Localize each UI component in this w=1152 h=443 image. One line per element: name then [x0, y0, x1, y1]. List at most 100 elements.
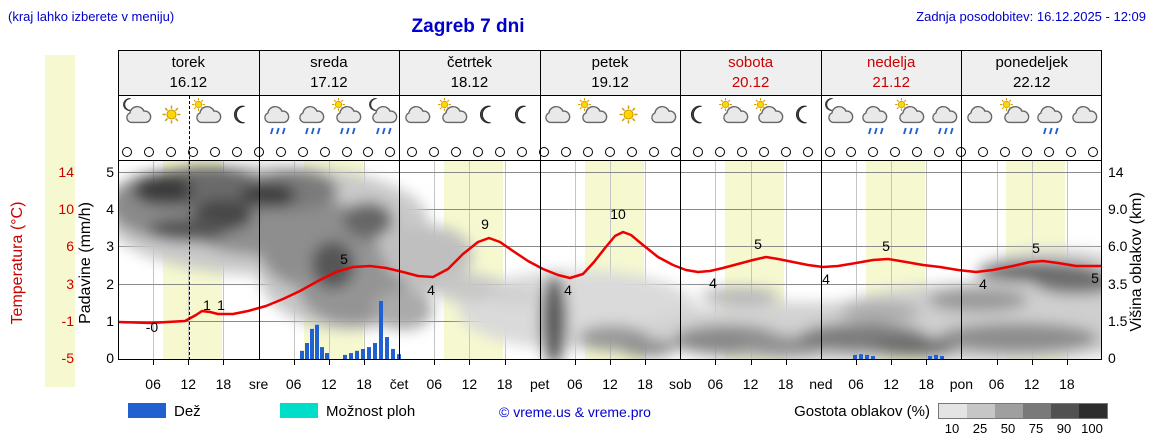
day-name: sreda	[310, 54, 348, 71]
axis-tick	[293, 360, 295, 365]
rain-bar	[853, 354, 857, 359]
cloud-cover-symbol	[868, 147, 879, 157]
temperature-line	[118, 230, 1102, 325]
axis-tick	[328, 360, 330, 365]
cloud-density-scale-number: 90	[1056, 421, 1072, 436]
cloud-cover-symbol	[275, 147, 286, 157]
rain-bar	[385, 337, 389, 359]
temperature-value-label: 5	[754, 236, 762, 252]
cloud-cover-symbol	[341, 147, 352, 157]
day-date: 17.12	[310, 74, 348, 91]
cloud-height-tick-label: 6.0	[1108, 238, 1128, 255]
day-header-cell: petek 19.12	[540, 50, 681, 95]
rain-legend-swatch	[128, 403, 166, 418]
time-axis-label: 06	[426, 376, 443, 392]
cloud-cover-symbol	[802, 147, 813, 157]
cloud-cover-symbol	[890, 147, 901, 157]
rain-legend-label: Dež	[174, 403, 201, 420]
cloud-cover-symbol	[319, 147, 330, 157]
cloud-density-scale-number: 10	[944, 421, 960, 436]
cloud-density-scale-cell	[1023, 404, 1051, 418]
axis-tick	[750, 360, 752, 365]
temperature-value-labels: -0 1 1 5 4 9 4 10 4 5 4 5 4 5 5	[118, 160, 1102, 360]
precipitation-tick-label: 4	[106, 201, 114, 218]
day-date: 19.12	[591, 74, 629, 91]
rain-bar	[315, 324, 319, 359]
day-boundary-line	[258, 50, 260, 360]
cloud-cover-symbol	[956, 147, 967, 157]
axis-tick	[645, 360, 647, 365]
cloud-density-scale-number: 100	[1081, 421, 1103, 436]
cloud-density-field	[118, 165, 1102, 360]
day-header-cell: nedelja 21.12	[821, 50, 962, 95]
time-axis-label: 18	[777, 376, 794, 392]
cloud-cover-symbol	[165, 147, 176, 157]
showers-legend-swatch	[280, 403, 318, 418]
rain-bar	[355, 350, 359, 359]
rain-bar	[305, 343, 309, 359]
day-date: 18.12	[450, 74, 489, 91]
temperature-tick-label: 14	[58, 164, 74, 180]
day-name: nedelja	[866, 54, 916, 71]
page-title: Zagreb 7 dni	[411, 16, 525, 37]
current-time-line	[189, 96, 190, 360]
axis-tick	[1031, 360, 1033, 365]
cloud-cover-symbol	[824, 147, 835, 157]
cloud-cover-symbol	[539, 147, 550, 157]
temperature-value-label: 5	[340, 251, 348, 267]
cloud-cover-symbol	[1065, 147, 1076, 157]
menu-hint-text: (kraj lahko izberete v meniju)	[8, 9, 175, 24]
cloud-cover-symbol	[187, 147, 198, 157]
temperature-value-label: 5	[882, 238, 890, 254]
time-axis-label: 12	[883, 376, 899, 392]
time-axis-label: 18	[637, 376, 653, 392]
day-name: petek	[591, 54, 629, 71]
cloud-height-tick-label: 1.5	[1108, 312, 1128, 329]
value-gridline	[118, 246, 1102, 248]
cloud-cover-symbol	[495, 147, 506, 157]
cloud-height-axis-ticks: 14 9.0 6.0 3.5 1.5 0	[1106, 160, 1150, 366]
cloud-cover-symbol	[517, 147, 528, 157]
cloud-cover-symbol	[209, 147, 220, 157]
axis-tick	[469, 360, 471, 365]
time-axis-label: pon	[949, 376, 974, 392]
meteogram-plot: -0 1 1 5 4 9 4 10 4 5 4 5 4 5 5	[118, 160, 1102, 360]
temperature-tick-label: 6	[66, 238, 74, 255]
axis-tick	[856, 360, 857, 365]
day-date: 21.12	[872, 74, 910, 91]
time-axis-label: 18	[215, 376, 232, 392]
day-date: 22.12	[1012, 74, 1051, 91]
showers-legend-label: Možnost ploh	[326, 403, 416, 420]
cloud-cover-symbol	[934, 147, 945, 157]
rain-bar	[320, 347, 324, 359]
cloud-density-scale-cell	[995, 404, 1023, 418]
copyright-link[interactable]: © vreme.us & vreme.pro	[499, 404, 651, 420]
day-name: ponedeljek	[995, 54, 1069, 71]
temperature-value-label: 1	[217, 297, 225, 313]
cloud-density-legend-label: Gostota oblakov (%)	[794, 403, 930, 420]
rain-bar	[865, 354, 869, 359]
axis-tick	[504, 360, 506, 365]
time-axis-label: 06	[285, 376, 302, 392]
time-axis-label: 18	[918, 376, 935, 392]
rain-bar	[934, 354, 938, 359]
cloud-cover-symbol	[429, 147, 440, 157]
time-axis-label: 12	[461, 376, 478, 392]
rain-bar	[325, 353, 329, 359]
rain-bar	[361, 348, 365, 359]
cloud-density-scale-cell	[967, 404, 995, 418]
cloud-density-scale-cell	[939, 404, 967, 418]
rain-bar	[343, 354, 347, 359]
day-name: torek	[171, 54, 205, 71]
cloud-cover-symbol	[407, 147, 418, 157]
axis-tick	[223, 360, 225, 365]
cloud-cover-symbol	[736, 147, 747, 157]
temperature-value-label: -0	[145, 319, 159, 335]
axis-tick	[610, 360, 611, 365]
cloud-cover-symbol	[561, 147, 572, 157]
time-gridline	[645, 160, 647, 360]
cloud-cover-symbol	[714, 147, 725, 157]
cloud-cover-symbol	[473, 147, 484, 157]
time-gridline	[856, 160, 857, 360]
temperature-value-label: 1	[203, 297, 211, 313]
